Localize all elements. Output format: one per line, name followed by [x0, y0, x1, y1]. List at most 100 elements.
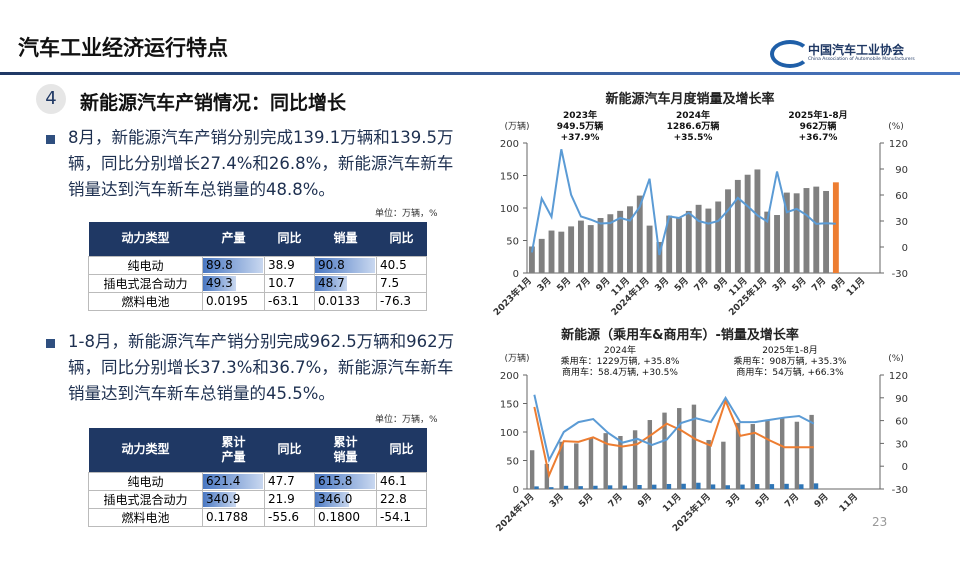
- cell-bar: [203, 257, 263, 273]
- line: [530, 149, 836, 256]
- annotation: 962万辆: [800, 120, 837, 132]
- bar: [578, 486, 583, 489]
- cell: -55.6: [264, 507, 315, 527]
- bar: [691, 404, 697, 489]
- table: 动力类型 累计 产量 同比 累计 销量 同比 纯电动 621.4 47.7 615.8 46.1 插…: [88, 428, 427, 527]
- logo-subtitle: China Association of Automobile Manufact…: [808, 57, 915, 62]
- cell-text: 燃料电池: [121, 294, 170, 309]
- y-axis-label: (万辆): [504, 352, 529, 364]
- bar: [588, 437, 594, 489]
- bar: [681, 483, 686, 489]
- bar: [568, 226, 575, 273]
- bar: [549, 487, 554, 489]
- cell-text: 89.8: [206, 258, 233, 272]
- bar: [544, 463, 550, 489]
- table-unit: 单位：万辆，%: [375, 209, 438, 219]
- y2-tick-label: 90: [895, 394, 908, 405]
- annotation: 2024年: [676, 109, 710, 121]
- cell: 48.7: [314, 273, 377, 293]
- bar: [656, 241, 663, 273]
- cell-bar: [315, 275, 348, 291]
- bar: [577, 220, 584, 273]
- annotation: 2023年: [563, 109, 597, 121]
- section-number: 4: [36, 84, 66, 114]
- header-cell: 产量: [202, 222, 265, 256]
- x-tick-label: 5月: [672, 275, 691, 294]
- bar: [793, 193, 800, 273]
- x-tick-label: 11月: [661, 491, 684, 514]
- bar: [647, 420, 653, 489]
- bar: [783, 192, 790, 273]
- cell: 621.4: [202, 471, 265, 491]
- cell: 46.1: [376, 471, 427, 491]
- y2-axis-label: (%): [888, 122, 904, 132]
- page-number: 23: [872, 515, 888, 529]
- bar: [617, 210, 624, 273]
- x-tick-label: 7月: [606, 491, 625, 510]
- bar: [587, 225, 594, 273]
- cell-text: 燃料电池: [121, 510, 170, 525]
- y2-tick-label: -30: [892, 269, 908, 280]
- bar: [774, 215, 780, 273]
- table: 动力类型 产量 同比 销量 同比 纯电动 89.8 38.9 90.8 40.5 插电式混合动力 49…: [88, 222, 427, 311]
- bar: [637, 485, 642, 489]
- bar: [725, 485, 730, 489]
- x-tick-label: 11月: [844, 275, 867, 298]
- cell: 0.1788: [202, 507, 265, 527]
- x-tick-label: 7月: [810, 275, 829, 294]
- y-tick-label: 100: [500, 428, 519, 439]
- x-tick-label: 5月: [555, 275, 574, 294]
- bar: [548, 230, 555, 273]
- header-cell: 同比: [376, 222, 427, 256]
- y-tick-label: 150: [500, 400, 519, 411]
- cell: 49.3: [202, 273, 265, 293]
- section-title: 新能源汽车产销情况：同比增长: [80, 92, 347, 114]
- header-cell: 销量: [314, 222, 377, 256]
- bar: [538, 238, 545, 273]
- bar: [676, 217, 682, 273]
- cell-text: 插电式混合动力: [103, 276, 188, 291]
- cell: 40.5: [376, 255, 427, 275]
- cell: 615.8: [314, 471, 377, 491]
- bar: [528, 246, 535, 273]
- cell-text: -63.1: [268, 294, 300, 308]
- bar: [784, 483, 789, 489]
- bar: [721, 441, 726, 489]
- bar: [607, 214, 614, 273]
- cell-bar: [315, 491, 349, 507]
- cell-text: 21.9: [268, 492, 295, 506]
- x-tick-label: 9月: [636, 491, 655, 510]
- x-tick-label: 2024年1月: [493, 491, 536, 534]
- bar: [710, 484, 716, 489]
- cell: 燃料电池: [88, 291, 203, 311]
- bar: [832, 182, 839, 273]
- annotation: 2025年1-8月: [762, 344, 818, 356]
- x-tick-label: 3月: [770, 275, 789, 294]
- bar: [636, 195, 643, 273]
- y2-tick-label: 60: [895, 191, 908, 202]
- cell: 0.1800: [314, 507, 377, 527]
- y2-tick-label: 30: [895, 439, 908, 450]
- annotation: +37.9%: [561, 133, 600, 143]
- header-cell: 动力类型: [88, 222, 203, 256]
- cell: 38.9: [264, 255, 315, 275]
- cell: 纯电动: [88, 255, 203, 275]
- cell: 346.0: [314, 489, 377, 509]
- cell-text: 22.8: [380, 492, 407, 506]
- cell-bar: [315, 257, 375, 273]
- cell-text: 48.7: [318, 276, 345, 290]
- y-tick-label: 50: [506, 457, 519, 468]
- bar: [803, 188, 810, 273]
- x-tick-label: 3月: [724, 491, 743, 510]
- bar: [593, 485, 598, 489]
- cell-text: 47.7: [268, 474, 295, 488]
- bar: [534, 486, 539, 489]
- bar: [754, 169, 761, 273]
- bar: [618, 435, 623, 489]
- bar: [677, 408, 682, 489]
- cell-text: -54.1: [380, 510, 412, 524]
- x-tick-label: 7月: [783, 491, 802, 510]
- cell-bar: [203, 473, 263, 489]
- cell-text: -55.6: [268, 510, 300, 524]
